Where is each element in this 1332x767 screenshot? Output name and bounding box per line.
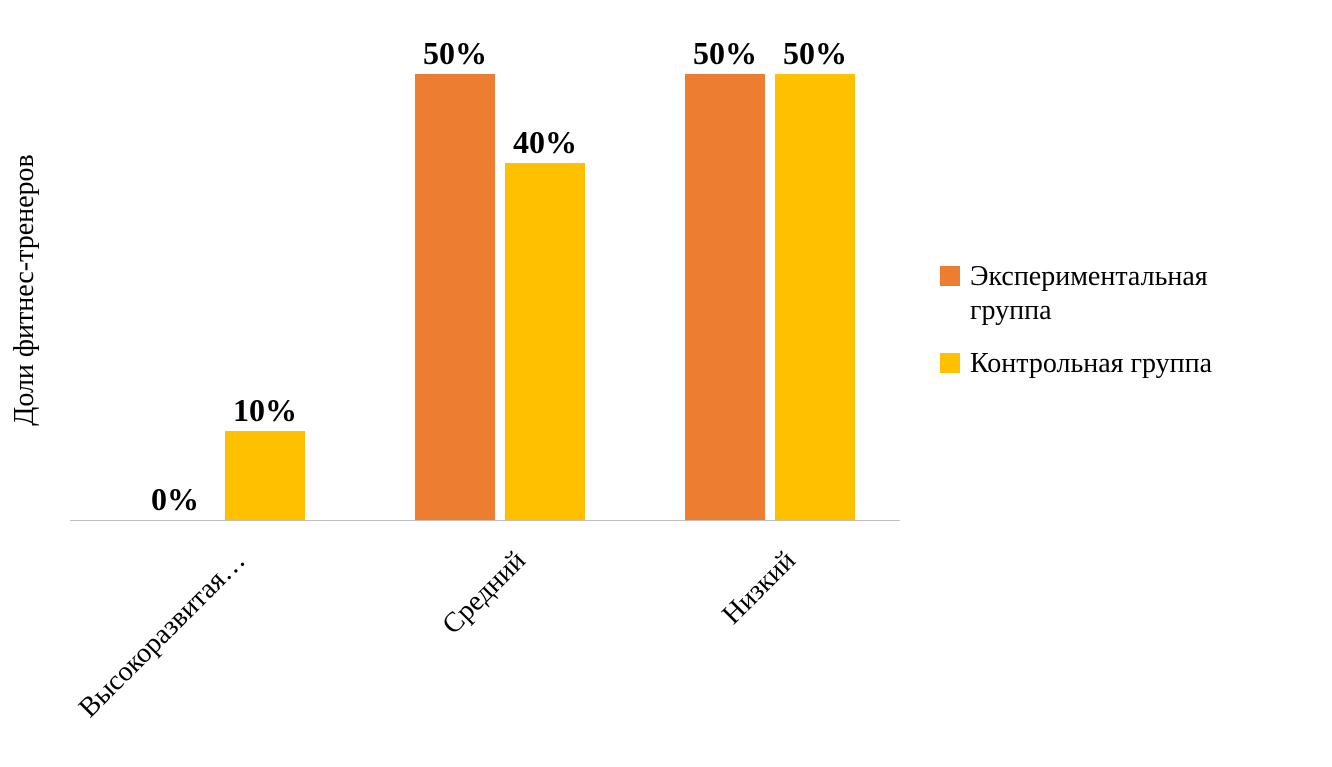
bar-chart: Доли фитнес-тренеров 0%10%50%40%50%50% В… bbox=[0, 0, 1332, 767]
legend-item: Экспериментальнаягруппа bbox=[940, 260, 1320, 327]
bar-fill bbox=[225, 431, 305, 520]
data-label: 0% bbox=[105, 481, 245, 518]
bar-fill bbox=[775, 74, 855, 520]
legend-swatch bbox=[940, 266, 960, 286]
x-axis-label: Низкий bbox=[716, 545, 802, 631]
bar-group: 0%10% bbox=[135, 431, 305, 520]
x-axis-labels: Высокоразвитая… Средний Низкий bbox=[70, 530, 900, 750]
x-axis-label: Средний bbox=[437, 545, 533, 641]
data-label: 50% bbox=[745, 35, 885, 72]
bar: 50% bbox=[685, 74, 765, 520]
x-axis-label: Высокоразвитая… bbox=[73, 545, 252, 724]
y-axis-label: Доли фитнес-тренеров bbox=[9, 154, 41, 426]
bar: 50% bbox=[775, 74, 855, 520]
legend-swatch bbox=[940, 353, 960, 373]
data-label: 40% bbox=[475, 124, 615, 161]
legend-item: Контрольная группа bbox=[940, 347, 1320, 381]
legend-label: Экспериментальнаягруппа bbox=[970, 260, 1208, 327]
bar: 40% bbox=[505, 163, 585, 520]
legend-label: Контрольная группа bbox=[970, 347, 1212, 381]
bar-fill bbox=[505, 163, 585, 520]
bar: 10% bbox=[225, 431, 305, 520]
y-axis-label-container: Доли фитнес-тренеров bbox=[5, 80, 45, 500]
legend: Экспериментальнаягруппа Контрольная групп… bbox=[940, 260, 1320, 401]
bar-fill bbox=[685, 74, 765, 520]
bar-group: 50%50% bbox=[685, 74, 855, 520]
plot-area: 0%10%50%40%50%50% bbox=[70, 20, 900, 521]
bar-group: 50%40% bbox=[415, 74, 585, 520]
data-label: 50% bbox=[385, 35, 525, 72]
data-label: 10% bbox=[195, 392, 335, 429]
